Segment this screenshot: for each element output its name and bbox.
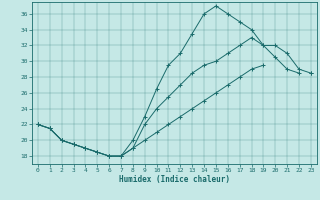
X-axis label: Humidex (Indice chaleur): Humidex (Indice chaleur)	[119, 175, 230, 184]
